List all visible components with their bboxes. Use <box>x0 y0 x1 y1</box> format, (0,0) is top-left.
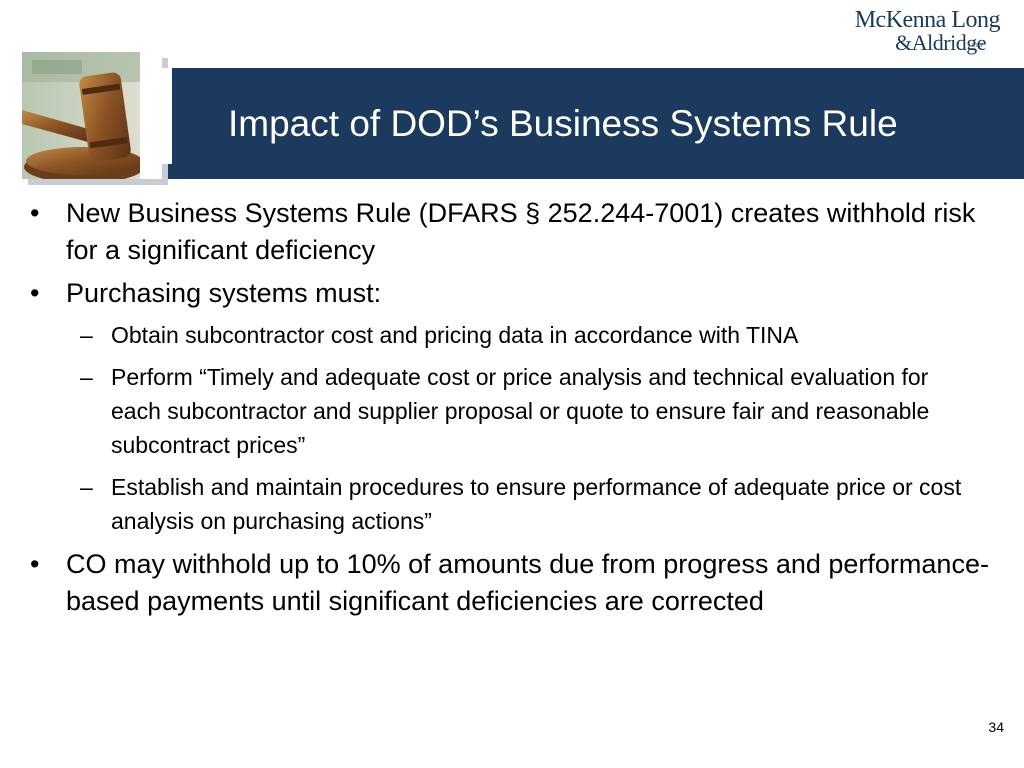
dash-glyph: – <box>80 364 93 390</box>
title-band <box>162 68 1024 179</box>
bullet-glyph: • <box>30 278 40 308</box>
sub-bullet-item: – Obtain subcontractor cost and pricing … <box>0 318 1024 352</box>
bullet-glyph: • <box>30 549 40 579</box>
bullet-item: • New Business Systems Rule (DFARS § 252… <box>0 195 1024 269</box>
image-edge <box>162 68 172 164</box>
bullet-text: CO may withhold up to 10% of amounts due… <box>66 549 989 616</box>
bullet-text: New Business Systems Rule (DFARS § 252.2… <box>66 198 976 265</box>
bullet-text: Purchasing systems must: <box>66 278 382 308</box>
gavel-icon <box>22 52 162 179</box>
sub-bullet-list: – Obtain subcontractor cost and pricing … <box>0 318 1024 538</box>
logo-line-1: McKenna Long <box>854 7 1001 33</box>
dash-glyph: – <box>80 322 93 348</box>
bullet-glyph: • <box>30 198 40 228</box>
sub-bullet-text: Establish and maintain procedures to ens… <box>111 474 962 534</box>
page-number: 34 <box>988 719 1004 735</box>
logo-line-2: &Aldridge <box>895 30 986 55</box>
bullet-item: • CO may withhold up to 10% of amounts d… <box>0 546 1024 620</box>
sub-bullet-text: Obtain subcontractor cost and pricing da… <box>111 322 799 348</box>
slide-body: • New Business Systems Rule (DFARS § 252… <box>0 195 1024 626</box>
dash-glyph: – <box>80 474 93 500</box>
sub-bullet-text: Perform “Timely and adequate cost or pri… <box>111 364 930 458</box>
slide-title: Impact of DOD’s Business Systems Rule <box>228 103 898 144</box>
sub-bullet-item: – Establish and maintain procedures to e… <box>0 470 1024 538</box>
firm-logo: McKenna Long &Aldridge LLP <box>854 7 1001 55</box>
bullet-item: • Purchasing systems must: <box>0 275 1024 312</box>
logo-suffix: LLP <box>971 43 984 49</box>
gavel-image <box>22 52 162 179</box>
sub-bullet-item: – Perform “Timely and adequate cost or p… <box>0 360 1024 462</box>
